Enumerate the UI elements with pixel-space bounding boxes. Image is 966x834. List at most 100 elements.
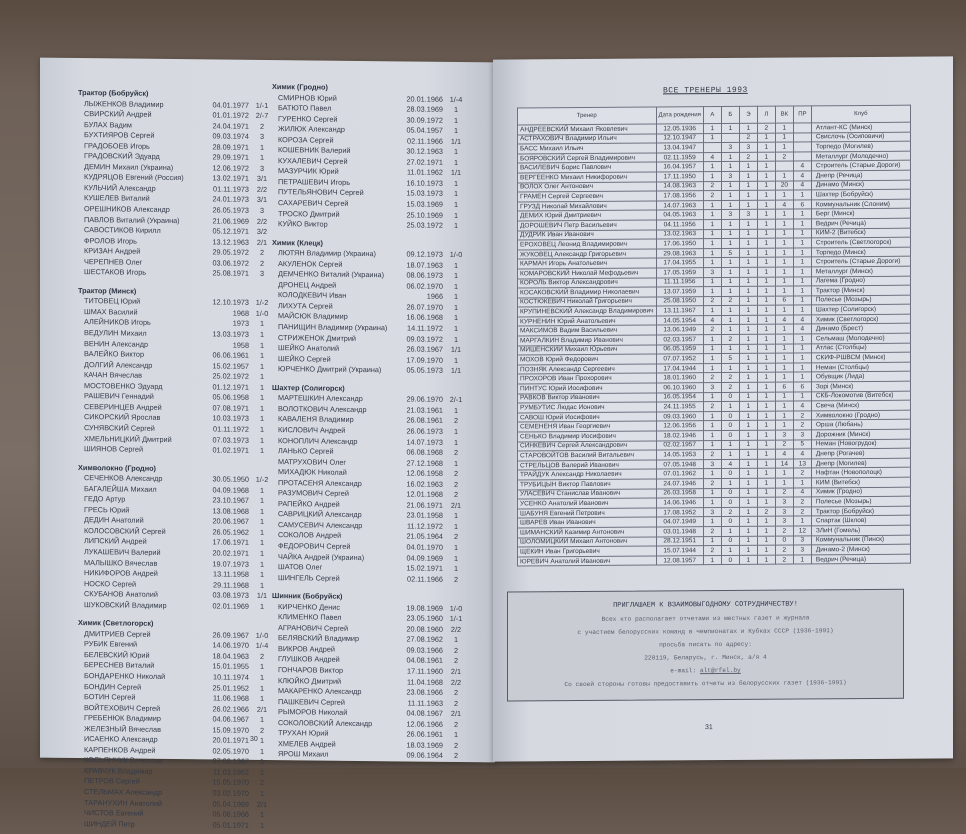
stat-cell: 2 (739, 132, 758, 143)
page-number: 31 (705, 724, 713, 732)
player-birthdate: 26.06.1973 (406, 426, 443, 436)
stat-cell: 1 (775, 305, 794, 316)
player-stat: 2 (259, 778, 265, 788)
stat-cell: 1 (703, 516, 722, 527)
stat-cell: 1 (757, 190, 776, 201)
player-stat: 1 (453, 521, 459, 531)
player-birthdate: 07.08.1971 (212, 403, 249, 413)
birthdate: 17.04.1955 (656, 257, 704, 268)
player-name: ШИЯНОВ Сергей (84, 444, 144, 454)
stat-cell: 1 (721, 344, 740, 354)
stat-cell: 1 (739, 391, 758, 402)
stat-cell: 3 (739, 209, 758, 220)
stat-cell: 1 (775, 468, 794, 479)
stat-cell: 3 (793, 535, 812, 546)
stat-cell: 1 (721, 200, 740, 210)
stat-cell: 3 (775, 516, 794, 527)
stat-cell: 1 (703, 238, 722, 249)
stat-cell: 4 (703, 315, 722, 326)
club: Ведрич (Речица) (811, 553, 911, 565)
player-stat: 1 (453, 126, 459, 136)
stat-cell: 0 (721, 411, 740, 421)
player-birthdate: 04.08.1961 (406, 655, 443, 666)
player-birthdate: 05.04.1957 (406, 125, 443, 136)
player-stat: 1 (259, 788, 265, 798)
birthdate: 02.03.1957 (656, 334, 704, 345)
player-stat: 2/2 (450, 677, 462, 687)
player-stat: 1/1 (450, 345, 462, 355)
player-birthdate: 24.04.1971 (212, 121, 249, 131)
player-stat: 1 (453, 105, 459, 115)
left-page: Трактор (Бобруйск) ЛЫЖЕНКОВ Владимир 04.01… (40, 57, 495, 830)
stat-cell: 3 (721, 209, 740, 220)
stat-cell: 2 (703, 324, 722, 335)
stat-cell: 0 (721, 497, 740, 508)
page-number: 30 (250, 735, 258, 743)
birthdate: 12.08.1957 (656, 555, 704, 566)
stat-cell: 1 (703, 363, 722, 374)
stat-cell: 3 (721, 171, 740, 182)
stat-cell: 1 (739, 535, 758, 546)
player-birthdate: 05.05.1973 (406, 365, 443, 376)
stat-cell: 4 (793, 180, 812, 191)
stat-cell: 1 (757, 132, 776, 143)
stat-cell: 4 (793, 324, 812, 335)
stat-cell: 1 (721, 123, 740, 134)
stat-cell: 1 (793, 362, 812, 373)
player-birthdate: 04.01.1970 (406, 542, 443, 552)
stat-cell: 1 (775, 266, 794, 277)
stat-cell: 4 (775, 199, 794, 210)
birthdate: 14.05.1954 (656, 315, 704, 326)
player-stat: 1 (453, 199, 459, 210)
stat-cell: 1 (757, 458, 776, 469)
player-birthdate: 08.06.1973 (406, 270, 443, 281)
stat-cell: 1 (739, 334, 758, 345)
stat-cell: 1 (721, 439, 740, 450)
stat-cell: 1 (739, 171, 758, 181)
player-birthdate: 30.05.1950 (212, 474, 249, 484)
player-birthdate: 15.03.1969 (406, 199, 443, 209)
birthdate: 17.05.1959 (656, 267, 704, 278)
stat-cell (775, 161, 794, 172)
player-birthdate: 10.03.1973 (212, 413, 249, 424)
stat-cell: 1 (793, 218, 812, 229)
stat-cell: 1 (721, 286, 740, 297)
birthdate: 26.03.1958 (656, 488, 704, 499)
stat-cell: 2 (739, 152, 758, 162)
stat-cell: 2 (703, 296, 722, 306)
stat-cell: 1 (721, 545, 740, 556)
notice-box: ПРИГЛАШАЕМ К ВЗАИМОВЫГОДНОМУ СОТРУДНИЧЕС… (507, 588, 904, 702)
player-birthdate: 16.10.1973 (406, 178, 443, 188)
player-birthdate: 03.02.1970 (212, 788, 249, 798)
player-birthdate: 27.08.1962 (406, 634, 443, 645)
stat-cell: 1 (757, 276, 776, 287)
player-row: ЮРЧЕНКО Дмитрий (Украина) 05.05.1973 1/1 (272, 364, 469, 377)
stat-cell: 1 (793, 266, 812, 277)
stat-cell: 2 (721, 372, 740, 383)
stat-cell: 1 (757, 516, 776, 527)
player-birthdate: 02.05.1970 (212, 746, 249, 756)
stat-cell: 1 (757, 247, 776, 258)
stat-cell: 1 (721, 161, 740, 172)
player-row: ШЕСТАКОВ Игорь 25.08.1971 3 (78, 267, 275, 280)
notice-line: с участием белорусских команд в чемпиона… (577, 627, 834, 637)
birthdate: 18.01.1960 (656, 373, 704, 383)
stat-cell: 4 (775, 449, 794, 459)
stat-cell: 2 (775, 554, 794, 565)
player-birthdate: 18.03.1969 (406, 740, 443, 750)
player-birthdate: 30.09.1972 (406, 115, 443, 125)
stat-cell: 1 (739, 478, 758, 488)
stat-cell: 13 (793, 458, 812, 469)
player-stat: 1 (259, 810, 265, 820)
player-birthdate: 09.12.1973 (406, 249, 443, 260)
email-link[interactable]: alt@rfel.by (699, 666, 741, 675)
stat-cell: 1 (703, 536, 722, 546)
stat-cell: 2 (775, 545, 794, 555)
stat-cell: 2 (721, 382, 740, 393)
stat-cell: 2 (703, 478, 722, 489)
birthdate: 17.08.1952 (656, 507, 704, 518)
stat-cell: 4 (721, 459, 740, 469)
stat-cell: 1 (757, 324, 776, 335)
coaches-table: Тренер Дата рождения А Б Э Л ВК ПР Клуб АНДРЕЕВС… (517, 104, 911, 567)
stat-cell: 1 (793, 276, 812, 287)
